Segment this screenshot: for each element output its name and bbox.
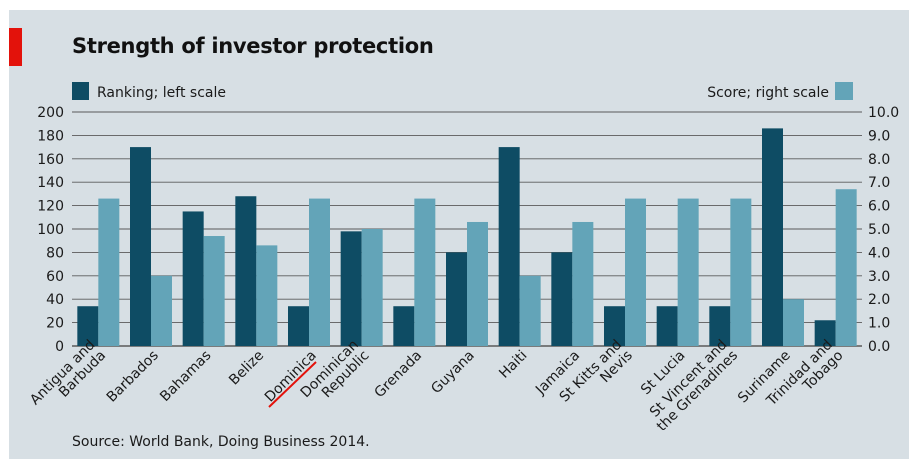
bar-ranking xyxy=(656,306,678,346)
left-tick-label: 100 xyxy=(37,222,64,238)
bar-ranking xyxy=(762,128,783,346)
bar-score xyxy=(783,299,804,346)
source-note: Source: World Bank, Doing Business 2014. xyxy=(72,434,370,450)
category-label-line: Bahamas xyxy=(157,348,214,405)
bar-ranking xyxy=(77,306,99,346)
bar-score xyxy=(625,198,646,346)
bar-score xyxy=(730,198,752,346)
right-tick-label: 8.0 xyxy=(868,152,890,168)
right-tick-label: 2.0 xyxy=(868,292,890,308)
legend-swatch-ranking xyxy=(72,82,89,100)
bar-score xyxy=(98,198,120,346)
left-tick-label: 0 xyxy=(55,339,64,355)
bar-ranking xyxy=(446,252,467,346)
bar-ranking xyxy=(340,231,362,346)
bar-score xyxy=(572,221,594,346)
bar-score xyxy=(256,245,278,346)
bar-score xyxy=(519,275,541,346)
bar-ranking xyxy=(288,306,309,346)
left-tick-label: 160 xyxy=(37,152,64,168)
bar-score xyxy=(151,275,172,346)
category-label: Barbados xyxy=(104,348,162,406)
left-tick-label: 120 xyxy=(37,199,64,215)
bar-ranking xyxy=(814,320,836,346)
category-label: Belize xyxy=(226,348,267,389)
bar-chart: 0 0.0 20 1.0 40 2.0 60 3.0 80 4.0 100 5.0 120 6.0 140 7… xyxy=(27,82,899,430)
bar-ranking xyxy=(182,211,204,346)
left-tick-label: 40 xyxy=(46,292,64,308)
left-tick-label: 60 xyxy=(46,269,64,285)
bar-score xyxy=(309,198,330,346)
bar-ranking xyxy=(235,196,257,346)
bar-ranking xyxy=(709,306,731,346)
left-tick-label: 140 xyxy=(37,175,64,191)
bar-score xyxy=(361,229,383,346)
bar-score xyxy=(203,236,225,346)
category-label: Haiti xyxy=(496,348,530,382)
right-tick-label: 9.0 xyxy=(868,128,890,144)
bar-score xyxy=(414,198,436,346)
bar-score xyxy=(467,221,488,346)
category-label-line: Haiti xyxy=(496,348,530,382)
category-label: Antigua andBarbuda xyxy=(27,337,109,419)
bar-score xyxy=(835,189,857,346)
legend-label-ranking: Ranking; left scale xyxy=(97,85,226,101)
category-label: Trinidad andTobago xyxy=(763,337,846,420)
category-label: Grenada xyxy=(372,348,426,402)
right-tick-label: 0.0 xyxy=(868,339,890,355)
right-tick-label: 3.0 xyxy=(868,269,890,285)
chart-panel: Strength of investor protection 0 0.0 20 1.… xyxy=(9,10,909,459)
bar-score xyxy=(677,198,699,346)
left-tick-label: 80 xyxy=(46,245,64,261)
right-tick-label: 7.0 xyxy=(868,175,890,191)
category-label: St Kitts andNevis xyxy=(557,337,636,416)
bar-ranking xyxy=(604,306,625,346)
category-label-line: Belize xyxy=(226,348,267,389)
left-tick-label: 200 xyxy=(37,105,64,121)
highlight-underline xyxy=(268,361,317,408)
right-tick-label: 1.0 xyxy=(868,316,890,332)
legend-swatch-score xyxy=(835,82,853,100)
category-label-line: Barbados xyxy=(104,348,162,406)
left-tick-label: 20 xyxy=(46,316,64,332)
right-tick-label: 4.0 xyxy=(868,245,890,261)
category-label-line: Guyana xyxy=(428,348,478,398)
right-tick-label: 10.0 xyxy=(868,105,899,121)
category-label: Guyana xyxy=(428,348,478,398)
right-tick-label: 5.0 xyxy=(868,222,890,238)
chart-title: Strength of investor protection xyxy=(72,34,434,58)
bar-ranking xyxy=(551,252,573,346)
category-label: Bahamas xyxy=(157,348,214,405)
brand-tag xyxy=(9,28,22,66)
bar-ranking xyxy=(130,147,151,346)
legend-label-score: Score; right scale xyxy=(707,85,829,101)
bar-ranking xyxy=(498,147,520,346)
bar-ranking xyxy=(393,306,415,346)
category-label-line: Grenada xyxy=(372,348,426,402)
right-tick-label: 6.0 xyxy=(868,199,890,215)
left-tick-label: 180 xyxy=(37,128,64,144)
